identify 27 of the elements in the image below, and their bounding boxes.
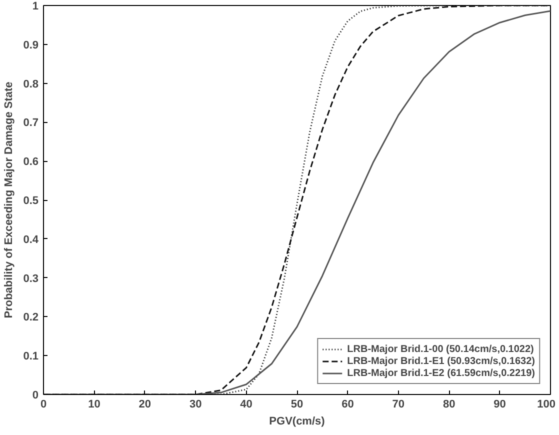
y-tick-label: 1 (32, 0, 39, 12)
x-tick-label: 40 (240, 398, 252, 410)
y-tick-label: 0.8 (23, 78, 39, 90)
x-axis-title: PGV(cm/s) (269, 416, 326, 428)
x-tick-label: 80 (442, 398, 456, 410)
x-tick-label: 70 (392, 398, 405, 410)
y-axis-title: Probability of Exceeding Major Damage State (3, 82, 16, 318)
y-tick-label: 0.1 (23, 350, 39, 363)
x-tick-label: 20 (138, 398, 152, 410)
y-tick-label: 0.3 (23, 272, 39, 285)
y-tick-label: 0.4 (23, 234, 40, 246)
x-tick-label: 100 (537, 398, 556, 410)
x-tick-label: 90 (494, 398, 506, 410)
y-tick-label: 0.9 (23, 39, 39, 52)
y-tick-label: 0.6 (23, 156, 39, 168)
legend-label: LRB-Major Brid.1-E1 (50.93cm/s,0.1632) (347, 355, 535, 367)
legend-label: LRB-Major Brid.1-E2 (61.59cm/s,0.2219) (347, 367, 535, 379)
y-tick-label: 0.5 (23, 195, 39, 207)
x-tick-label: 30 (189, 398, 202, 410)
y-tick-label: 0.2 (23, 312, 39, 324)
x-tick-label: 60 (342, 398, 354, 410)
y-tick-label: 0 (32, 390, 39, 402)
x-tick-label: 10 (88, 398, 100, 410)
legend-label: LRB-Major Brid.1-00 (50.14cm/s,0.1022) (347, 343, 534, 355)
x-tick-label: 0 (40, 398, 47, 410)
y-tick-label: 0.7 (23, 117, 39, 130)
x-tick-label: 50 (290, 398, 304, 410)
